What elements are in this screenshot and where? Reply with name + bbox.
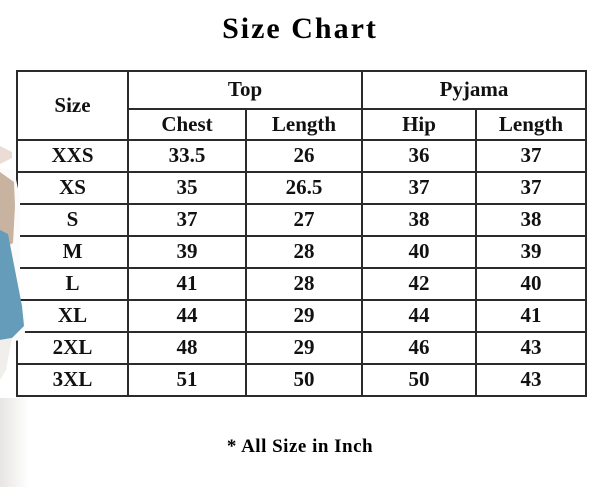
table-row: 3XL 51 50 50 43 [16,363,587,397]
table-row: XS 35 26.5 37 37 [16,171,587,205]
measurement-cell: 35 [127,171,247,205]
footnote: * All Size in Inch [226,436,374,457]
table-row: XXS 33.5 26 36 37 [16,139,587,173]
size-label: XS [16,171,129,205]
size-label: S [16,203,129,237]
measurement-cell: 37 [475,171,587,205]
measurement-cell: 50 [361,363,477,397]
measurement-cell: 28 [245,267,363,301]
measurement-cell: 43 [475,331,587,365]
measurement-cell: 50 [245,363,363,397]
table-header: Size Top Pyjama Chest Length Hip Length [16,70,587,141]
background-shade [0,398,34,487]
measurement-cell: 44 [127,299,247,333]
measurement-cell: 42 [361,267,477,301]
measurement-cell: 27 [245,203,363,237]
page-title: Size Chart [222,12,378,45]
measurement-cell: 40 [475,267,587,301]
measurement-cell: 44 [361,299,477,333]
measurement-cell: 48 [127,331,247,365]
measurement-cell: 40 [361,235,477,269]
table-column-header-row: Chest Length Hip Length [17,108,587,141]
table-group-header-row: Size Top Pyjama [16,70,587,141]
size-label: XL [16,299,129,333]
table-row: S 37 27 38 38 [16,203,587,237]
measurement-cell: 37 [127,203,247,237]
measurement-cell: 37 [475,139,587,173]
photo-light-wedge [0,338,12,380]
measurement-cell: 36 [361,139,477,173]
table-row: XL 44 29 44 41 [16,299,587,333]
measurement-cell: 46 [361,331,477,365]
column-header-hip: Hip [361,108,477,141]
table-row: M 39 28 40 39 [16,235,587,269]
column-header-chest: Chest [127,108,247,141]
measurement-cell: 26 [245,139,363,173]
measurement-cell: 39 [127,235,247,269]
measurement-cell: 28 [245,235,363,269]
photo-pink-band [0,146,12,164]
photo-tan-shape [0,172,15,250]
group-header-pyjama: Pyjama [361,70,587,110]
size-label: M [16,235,129,269]
size-column-header: Size [16,70,129,141]
measurement-cell: 43 [475,363,587,397]
group-header-top: Top [127,70,363,110]
measurement-cell: 29 [245,299,363,333]
size-label: XXS [16,139,129,173]
measurement-cell: 29 [245,331,363,365]
measurement-cell: 51 [127,363,247,397]
table-row: 2XL 48 29 46 43 [16,331,587,365]
size-label: L [16,267,129,301]
table-body: XXS 33.5 26 36 37 XS 35 26.5 37 37 S 37 27 38 38 M 39 28 4… [16,139,587,397]
size-label: 2XL [16,331,129,365]
column-header-top-length: Length [245,108,363,141]
measurement-cell: 39 [475,235,587,269]
measurement-cell: 37 [361,171,477,205]
measurement-cell: 38 [361,203,477,237]
measurement-cell: 41 [127,267,247,301]
measurement-cell: 33.5 [127,139,247,173]
column-header-pyjama-length: Length [475,108,587,141]
table-row: L 41 28 42 40 [16,267,587,301]
size-label: 3XL [16,363,129,397]
size-chart-table: Size Top Pyjama Chest Length Hip Length … [16,70,587,397]
measurement-cell: 41 [475,299,587,333]
measurement-cell: 38 [475,203,587,237]
measurement-cell: 26.5 [245,171,363,205]
